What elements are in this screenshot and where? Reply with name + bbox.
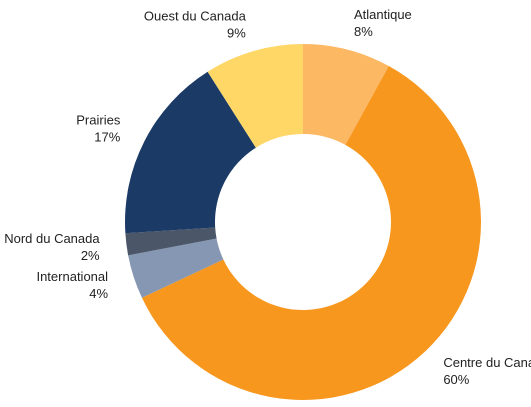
slice-label: Nord du Canada (4, 231, 100, 246)
slice-label: Centre du Canada (443, 355, 531, 370)
slice-value-label: 2% (81, 248, 100, 263)
slice-value-label: 60% (443, 372, 469, 387)
slice-value-label: 17% (94, 129, 120, 144)
donut-slice (303, 44, 389, 145)
slice-label: Prairies (76, 112, 121, 127)
slice-value-label: 9% (227, 26, 246, 41)
slice-label: Ouest du Canada (144, 9, 247, 24)
donut-slice (125, 227, 217, 256)
slice-value-label: 8% (354, 24, 373, 39)
donut-slice (207, 44, 303, 148)
slice-value-label: 4% (89, 286, 108, 301)
slice-label: Atlantique (354, 7, 412, 22)
slice-label: International (36, 269, 108, 284)
donut-slice (128, 238, 224, 298)
donut-slice (125, 71, 256, 234)
donut-slice (141, 66, 481, 400)
